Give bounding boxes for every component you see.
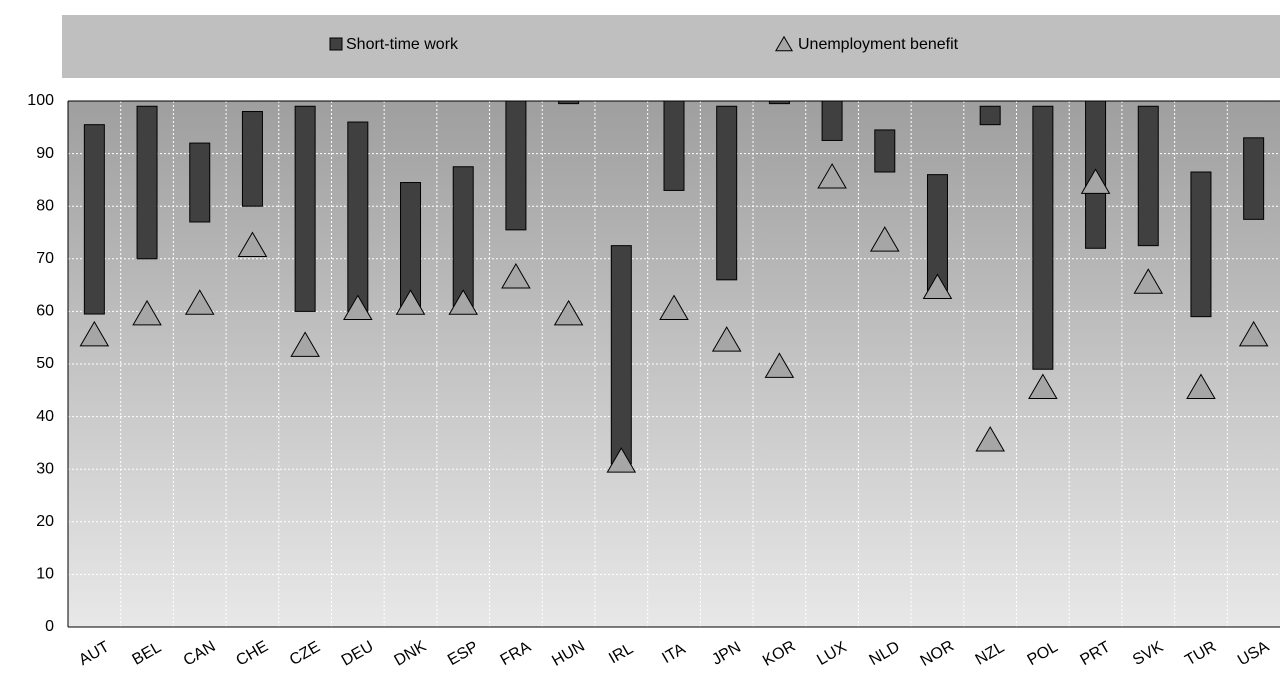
range-bar: [294, 105, 316, 312]
x-tick-label: NZL: [973, 639, 1008, 669]
legend-swatch: [329, 37, 343, 51]
x-tick-label: CAN: [181, 638, 219, 670]
range-bar: [979, 105, 1001, 126]
range-bar: [926, 174, 948, 291]
y-tick-label: 60: [36, 303, 54, 320]
y-tick-label: 70: [36, 250, 54, 267]
range-bar: [663, 100, 685, 191]
triangle-marker: [975, 426, 1005, 452]
range-bar: [83, 124, 105, 315]
triangle-marker: [1133, 268, 1164, 294]
triangle-marker: [553, 299, 584, 326]
x-tick-label: CHE: [233, 638, 271, 670]
triangle-marker: [659, 294, 689, 321]
triangle-marker: [869, 226, 900, 252]
x-tick-label: ITA: [659, 640, 688, 667]
y-tick-label: 90: [36, 145, 54, 162]
range-bar: [821, 100, 843, 141]
x-tick-label: SVK: [1130, 638, 1167, 669]
y-tick-label: 20: [36, 513, 54, 530]
y-tick-label: 100: [27, 92, 54, 109]
range-bar: [716, 105, 738, 281]
range-bar: [505, 100, 527, 231]
triangle-marker: [606, 447, 637, 473]
y-tick-label: 80: [36, 197, 54, 214]
x-tick-label: BEL: [130, 639, 165, 669]
x-tick-label: LUX: [814, 638, 850, 668]
x-tick-label: DEU: [339, 638, 377, 670]
x-tick-label: AUT: [76, 638, 112, 669]
x-tick-label: ESP: [445, 638, 481, 669]
triangle-marker: [290, 331, 320, 357]
x-tick-label: IRL: [606, 640, 636, 667]
y-tick-label: 0: [45, 618, 54, 635]
triangle-marker: [132, 299, 162, 326]
legend-swatch: [775, 35, 793, 52]
x-tick-label: DNK: [392, 638, 430, 670]
y-tick-label: 10: [36, 566, 54, 583]
x-tick-label: PRT: [1077, 638, 1113, 669]
triangle-marker: [184, 289, 215, 315]
triangle-marker: [817, 163, 847, 189]
triangle-marker: [237, 231, 268, 257]
triangle-marker: [1186, 373, 1216, 399]
range-bar: [452, 166, 474, 307]
x-tick-label: HUN: [549, 638, 588, 670]
y-tick-label: 50: [36, 355, 54, 372]
x-tick-label: NLD: [867, 638, 903, 669]
triangle-marker: [1238, 320, 1269, 347]
range-bar: [874, 129, 896, 173]
triangle-marker: [501, 263, 531, 289]
range-bar: [189, 142, 211, 223]
x-tick-label: JPN: [709, 639, 744, 669]
range-bar: [136, 105, 158, 260]
range-bar: [347, 121, 369, 312]
range-bar: [1032, 105, 1054, 370]
x-tick-label: KOR: [760, 638, 799, 670]
triangle-marker: [343, 294, 373, 321]
range-bar: [768, 100, 790, 105]
triangle-marker: [448, 289, 479, 315]
triangle-marker: [395, 289, 426, 315]
y-tick-label: 30: [36, 460, 54, 477]
x-tick-label: NOR: [918, 638, 957, 671]
range-bar: [1137, 105, 1159, 247]
triangle-marker: [1080, 168, 1111, 194]
x-tick-label: FRA: [498, 638, 535, 669]
range-bar: [558, 100, 580, 105]
range-bar: [610, 245, 632, 465]
x-tick-label: POL: [1025, 638, 1061, 669]
x-tick-label: TUR: [1182, 638, 1219, 669]
triangle-marker: [922, 273, 953, 300]
y-tick-label: 40: [36, 408, 54, 425]
x-tick-label: USA: [1235, 638, 1272, 669]
legend-label: Unemployment benefit: [798, 36, 959, 53]
triangle-marker: [79, 320, 110, 347]
range-bar: [1190, 171, 1212, 318]
triangle-marker: [711, 326, 742, 352]
range-bar: [400, 182, 422, 307]
range-bar: [241, 111, 263, 207]
triangle-marker: [764, 352, 795, 378]
legend-label: Short-time work: [346, 36, 459, 53]
range-bar: [1243, 137, 1265, 220]
x-tick-label: CZE: [287, 638, 323, 669]
legend-box: [62, 15, 1280, 78]
triangle-marker: [1028, 373, 1058, 399]
